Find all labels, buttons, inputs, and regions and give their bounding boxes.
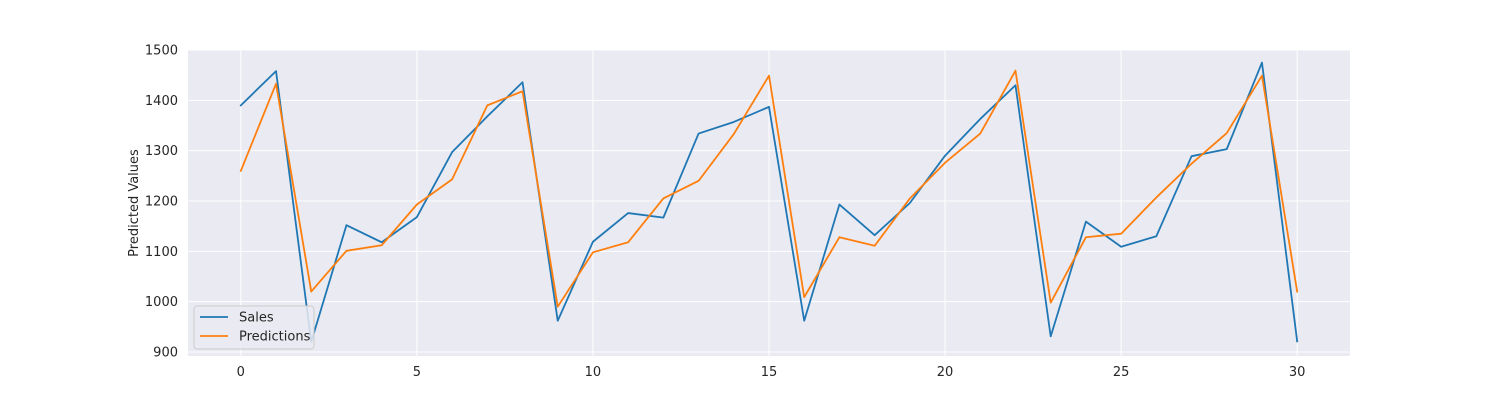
legend: Sales Predictions	[193, 305, 315, 350]
legend-entry-sales: Sales	[239, 311, 274, 326]
x-tick-label: 10	[585, 365, 602, 380]
y-tick-label: 1300	[145, 144, 178, 159]
x-tick-label: 5	[413, 365, 421, 380]
series-line-sales	[239, 61, 1299, 343]
grid-lines	[188, 49, 1350, 356]
x-tick-label: 30	[1289, 365, 1306, 380]
y-tick-label: 1200	[145, 194, 178, 209]
y-axis-label: Predicted Values	[127, 149, 142, 257]
y-tick-label: 1500	[145, 44, 178, 59]
y-tick-label: 900	[153, 345, 178, 360]
x-tick-label: 0	[237, 365, 245, 380]
x-tick-label: 25	[1113, 365, 1130, 380]
x-tick-label: 20	[937, 365, 954, 380]
series-lines	[239, 61, 1299, 343]
y-tick-label: 1400	[145, 94, 178, 109]
legend-entry-predictions: Predictions	[239, 330, 311, 345]
tick-labels: 0 5 10 15 20 25 30 900 1000 1100 1200 1300 1400 1500	[145, 44, 1306, 381]
y-tick-label: 1000	[145, 295, 178, 310]
y-tick-label: 1100	[145, 245, 178, 260]
x-tick-label: 15	[761, 365, 778, 380]
series-line-predictions	[239, 69, 1299, 308]
